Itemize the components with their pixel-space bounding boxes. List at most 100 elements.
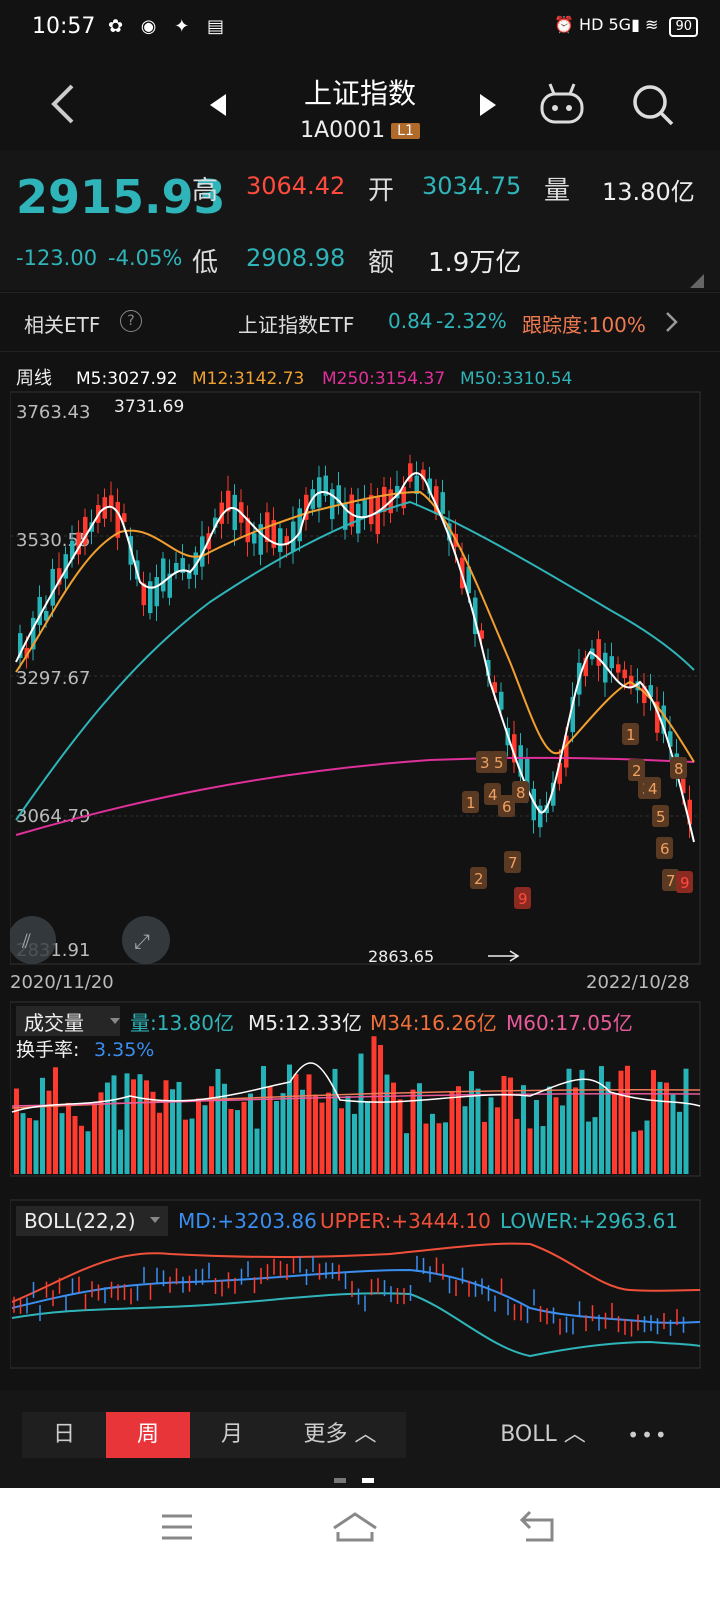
volume-bar <box>417 1083 422 1174</box>
volume-bar <box>170 1089 175 1174</box>
period-tabs: 日 周 月 更多 ︿ BOLL ︿ ••• <box>0 1390 720 1490</box>
indicator-switch[interactable]: BOLL ︿ <box>488 1412 598 1458</box>
volume-bar <box>508 1077 513 1174</box>
back-icon[interactable] <box>46 82 78 126</box>
level-badge: L1 <box>391 123 420 139</box>
candle <box>154 577 159 607</box>
robot-assistant-icon[interactable] <box>538 80 588 128</box>
candle <box>408 463 413 482</box>
volume-bar <box>352 1113 357 1174</box>
caret-down-icon <box>150 1217 160 1223</box>
td-marker-label: 7 <box>508 854 518 872</box>
candle <box>427 478 432 494</box>
candle <box>401 486 406 509</box>
candle <box>291 521 296 552</box>
volume-bar <box>573 1087 578 1174</box>
status-bar: 10:57 ✿ ◉ ✦ ▤ ⏰ HD 5G▮ ≋ 90 <box>0 0 720 56</box>
candle <box>531 788 536 821</box>
candle <box>362 500 367 518</box>
boll-selector[interactable] <box>16 1206 168 1236</box>
volume-bar <box>92 1103 97 1174</box>
volume-bar <box>209 1086 214 1174</box>
high-label: 高 <box>192 176 219 206</box>
volume-bar <box>196 1098 201 1174</box>
candle <box>557 762 562 784</box>
candle <box>434 486 439 515</box>
volume-selector[interactable] <box>16 1006 120 1036</box>
etf-pct: -2.32% <box>436 309 507 333</box>
candle <box>330 489 335 520</box>
draw-line-button[interactable] <box>10 916 56 964</box>
volume-bar <box>560 1105 565 1174</box>
volume-bar <box>85 1131 91 1174</box>
menu-icon[interactable] <box>160 1512 194 1542</box>
tab-month[interactable]: 月 <box>220 1422 243 1447</box>
candle <box>479 630 484 639</box>
tab-week[interactable]: 周 <box>106 1412 190 1458</box>
back-nav-icon[interactable] <box>518 1510 558 1544</box>
td-marker-box <box>484 783 501 805</box>
more-options-icon[interactable]: ••• <box>627 1423 669 1447</box>
candle <box>343 502 348 530</box>
volume-bar <box>605 1081 611 1174</box>
candle <box>161 558 166 592</box>
stock-code: 1A0001 L1 <box>0 118 720 143</box>
next-stock-icon[interactable] <box>478 92 500 118</box>
td-marker-box <box>628 759 645 781</box>
volume-bar <box>157 1112 162 1174</box>
candle <box>323 475 328 496</box>
volume-bar <box>592 1117 598 1174</box>
tab-day[interactable]: 日 <box>52 1422 75 1447</box>
system-nav-bar <box>0 1488 720 1600</box>
candles <box>18 454 692 839</box>
volume-bar <box>514 1118 520 1174</box>
status-time: 10:57 <box>32 14 96 39</box>
candle <box>278 528 283 553</box>
volume-bar <box>638 1130 643 1174</box>
candle <box>31 617 36 650</box>
open-value: 3034.75 <box>422 172 522 200</box>
volume-bar <box>345 1095 351 1174</box>
volume-bar <box>625 1065 630 1174</box>
prev-stock-icon[interactable] <box>206 92 228 118</box>
volume-bar <box>306 1074 312 1174</box>
etf-name: 上证指数ETF <box>238 313 355 337</box>
volume-bar <box>261 1066 266 1174</box>
candle <box>18 633 23 658</box>
td-marker-label: 5 <box>494 754 504 772</box>
kline-chart[interactable]: 周线 M5:3027.92 M12:3142.73 M250:3154.37 M… <box>10 362 710 968</box>
candle <box>681 778 686 794</box>
min-price-note: 2863.65 <box>368 947 434 966</box>
candle <box>271 520 276 548</box>
candle <box>583 657 588 677</box>
fullscreen-button[interactable] <box>122 916 170 964</box>
candle <box>525 759 530 793</box>
volume-m5: M5:12.33亿 <box>248 1011 362 1035</box>
volume-bar <box>423 1123 429 1174</box>
volume-bar <box>124 1073 130 1174</box>
volume-bar <box>222 1083 227 1174</box>
boll-title: BOLL(22,2) <box>24 1209 136 1233</box>
volume-bar <box>313 1094 318 1174</box>
help-icon[interactable]: ? <box>120 310 142 332</box>
volume-bar <box>443 1122 448 1174</box>
candle <box>518 745 523 777</box>
search-icon[interactable] <box>630 82 676 128</box>
volume-bar <box>287 1064 292 1174</box>
etf-price: 0.84 <box>388 309 433 333</box>
boll-upper-line <box>11 1242 701 1303</box>
candle <box>122 513 127 522</box>
home-icon[interactable] <box>330 1510 380 1544</box>
related-etf-row[interactable]: 相关ETF ? 上证指数ETF 0.84 -2.32% 跟踪度:100% <box>0 292 720 352</box>
volume-bar <box>365 1101 370 1174</box>
tab-more[interactable]: 更多 ︿ <box>274 1412 406 1458</box>
td-marker-box <box>676 871 693 893</box>
candle <box>616 664 621 673</box>
expand-corner-icon[interactable] <box>690 274 704 288</box>
candle <box>655 701 660 733</box>
volume-bar <box>677 1111 682 1174</box>
volume-bar <box>599 1066 604 1174</box>
volume-chart[interactable]: 成交量 量:13.80亿 M5:12.33亿 M34:16.26亿 M60:17… <box>10 1000 710 1180</box>
boll-chart[interactable]: BOLL(22,2) MD:+3203.86 UPPER:+3444.10 LO… <box>10 1198 710 1370</box>
volume-bar <box>644 1120 650 1174</box>
